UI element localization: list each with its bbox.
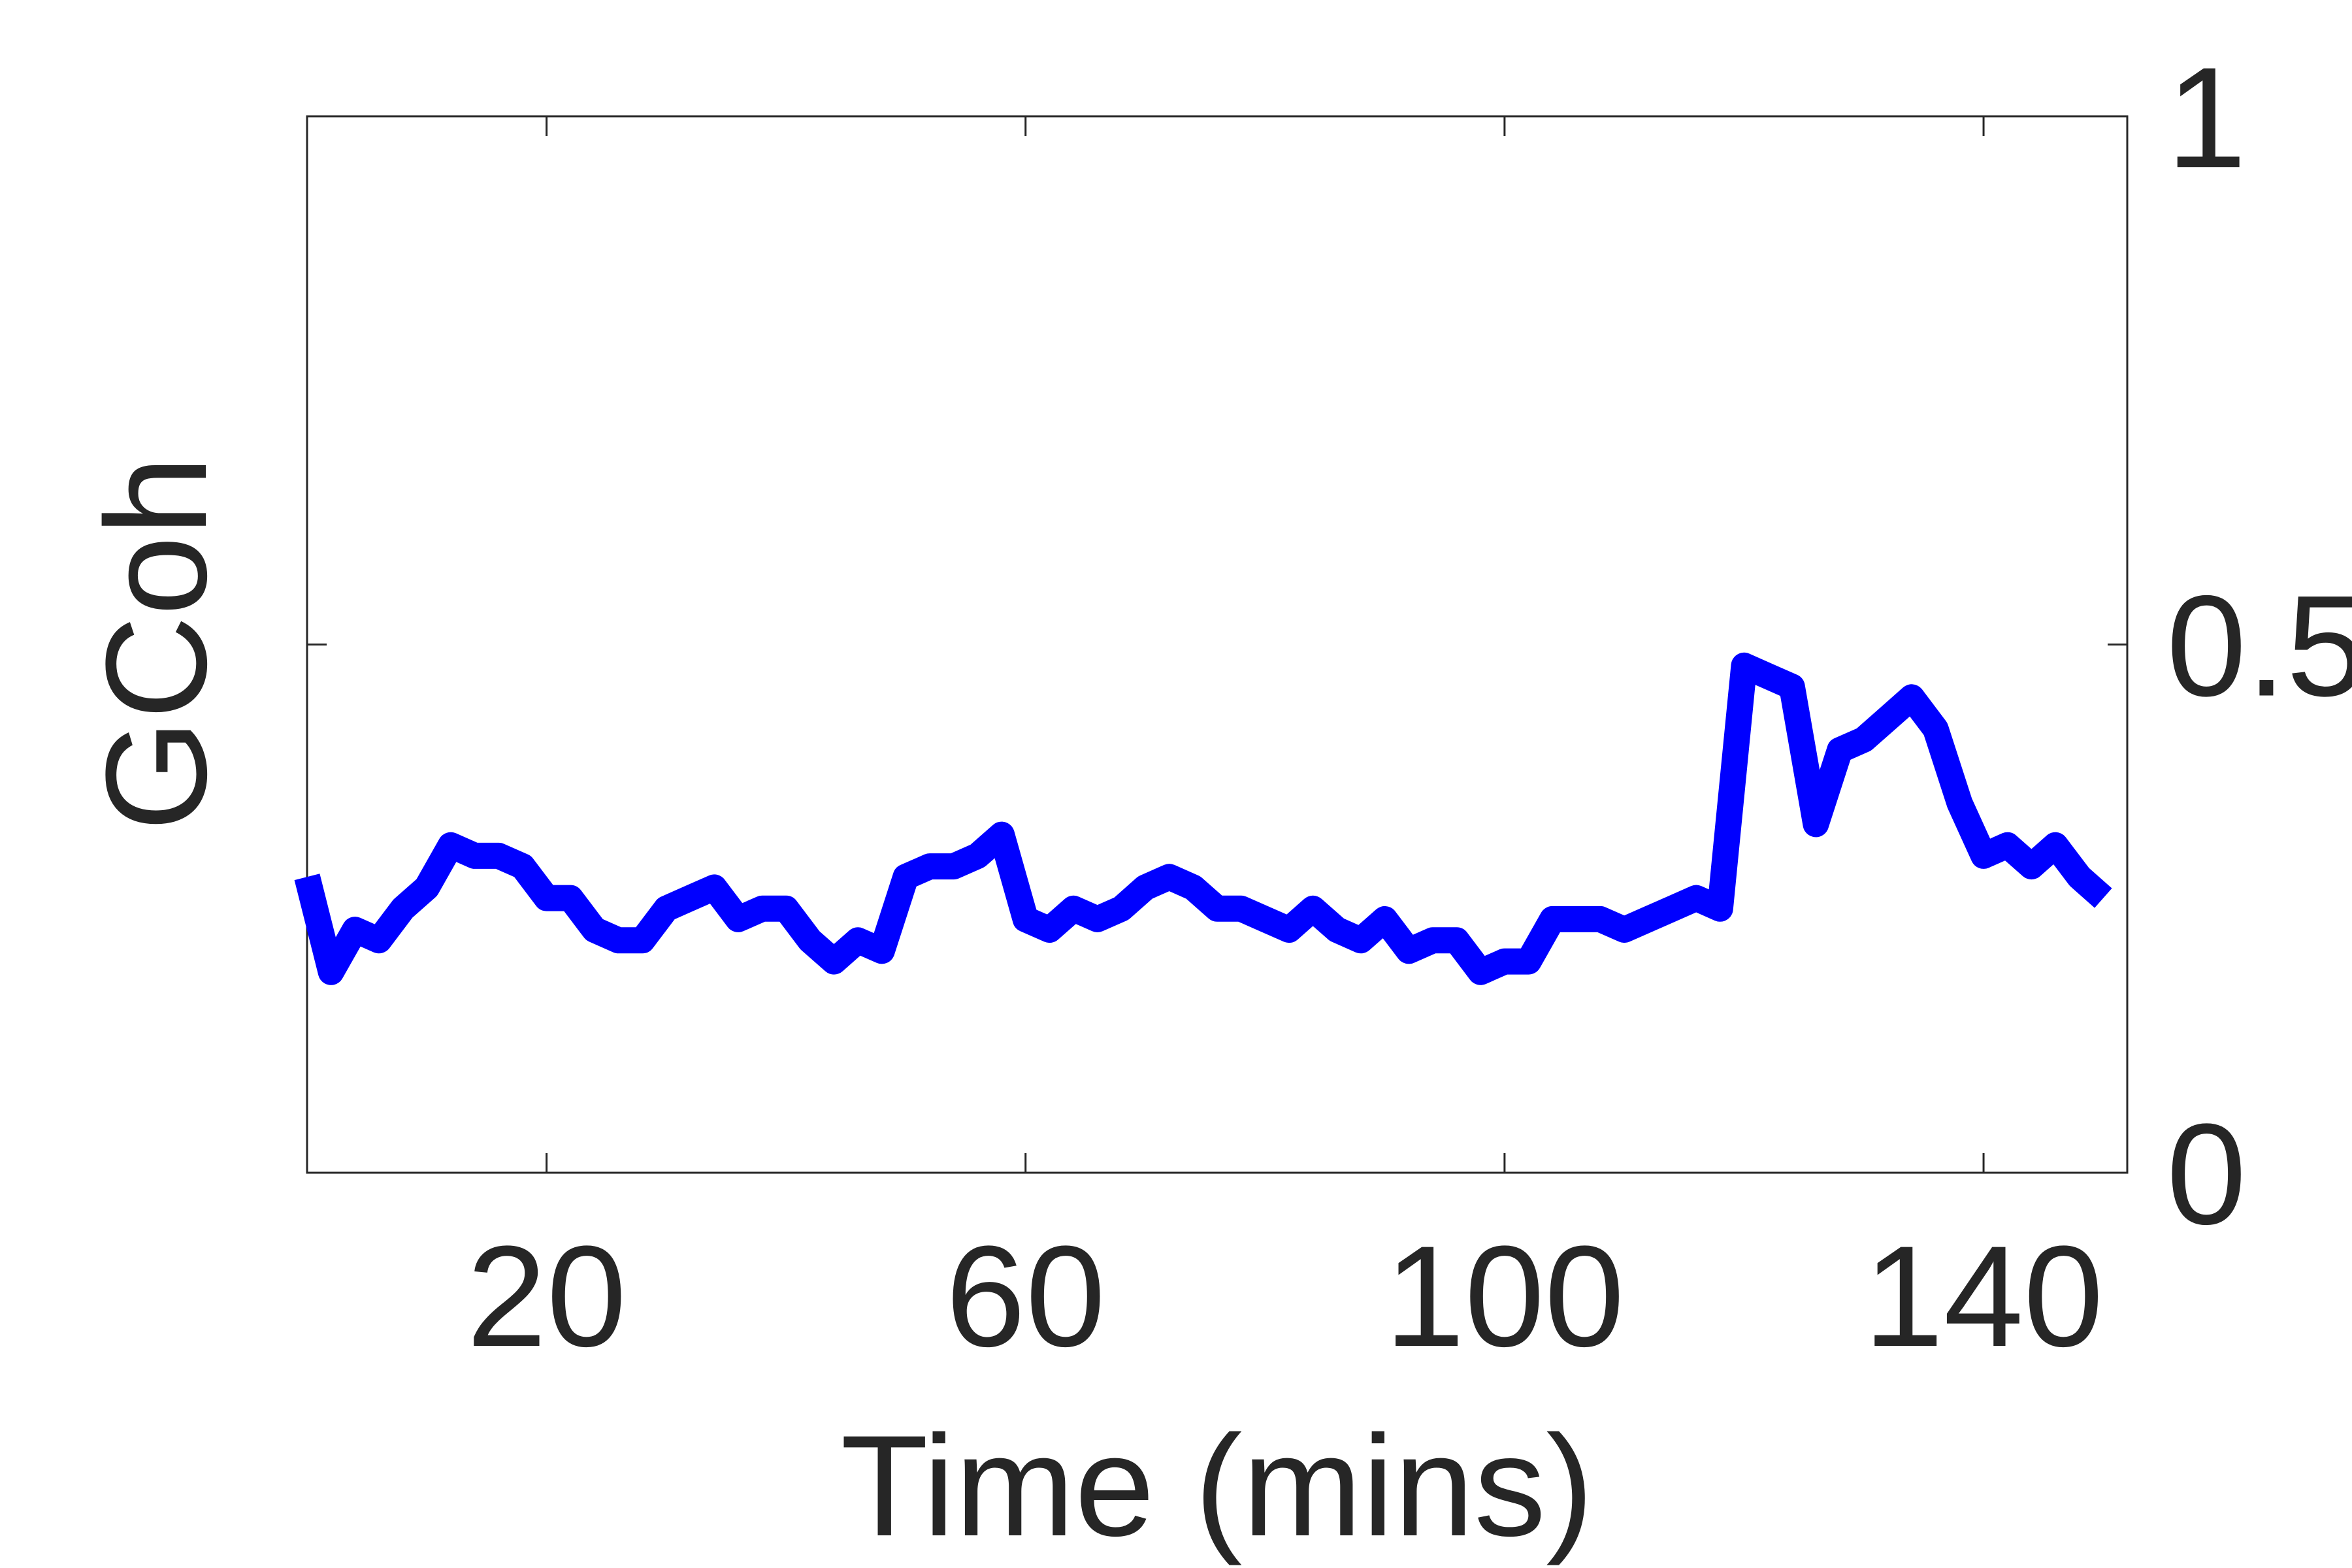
plot-area-background	[307, 116, 2127, 1173]
y-axis-tick-labels: 00.51	[2166, 37, 2352, 1254]
x-axis-tick-labels: 20 60 100 140	[466, 1216, 2103, 1377]
y-axis-label: GCoh	[76, 456, 237, 832]
x-tick-label: 60	[945, 1216, 1105, 1377]
y-tick-label: 0	[2166, 1094, 2246, 1254]
series-layer	[294, 652, 2112, 985]
y-tick-label: 1	[2166, 37, 2246, 198]
plot-area-frame	[306, 115, 2129, 1174]
x-axis-ticks	[546, 116, 1985, 1173]
x-tick-label: 140	[1864, 1216, 2104, 1377]
y-tick-label: 0.5	[2166, 566, 2352, 727]
x-axis-label: Time (mins)	[841, 1405, 1594, 1566]
series-line	[294, 652, 2112, 985]
x-tick-label: 20	[466, 1216, 627, 1377]
x-tick-label: 100	[1384, 1216, 1624, 1377]
